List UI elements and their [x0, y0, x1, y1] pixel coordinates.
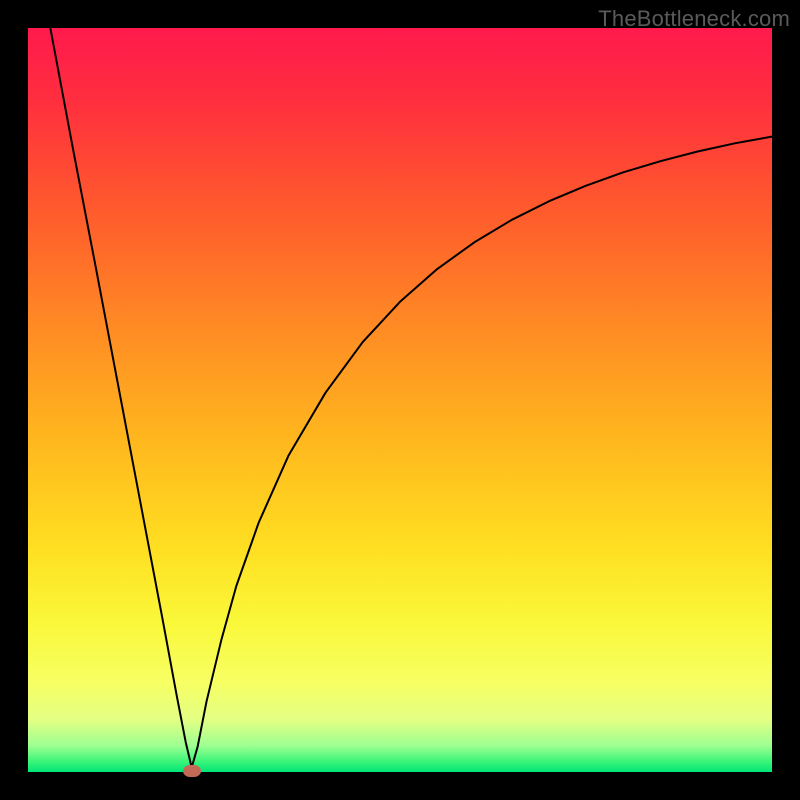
watermark-text: TheBottleneck.com	[598, 6, 790, 32]
optimal-point-marker	[183, 765, 201, 777]
chart-root: TheBottleneck.com	[0, 0, 800, 800]
plot-area	[28, 28, 772, 772]
gradient-background	[28, 28, 772, 772]
